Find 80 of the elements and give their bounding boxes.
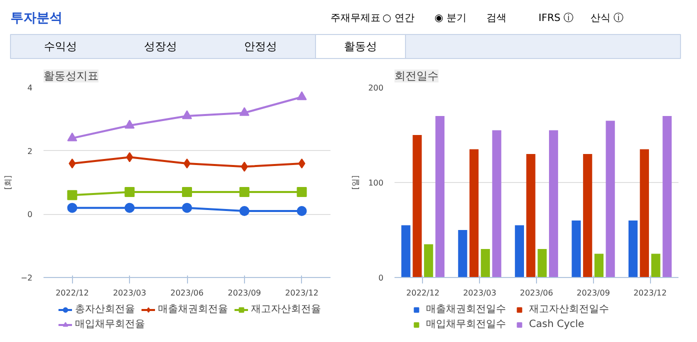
bar bbox=[526, 154, 536, 278]
text: 성장성 bbox=[144, 40, 177, 53]
bar bbox=[514, 225, 524, 278]
point bbox=[239, 187, 250, 197]
text: 투자분석 bbox=[10, 11, 62, 26]
point bbox=[68, 158, 76, 168]
legend-label: 매출채권회전율 bbox=[158, 303, 228, 316]
text: 활동성 bbox=[344, 40, 377, 53]
text: 수익성 bbox=[44, 40, 77, 53]
y-axis-title: [일] bbox=[351, 175, 360, 190]
x-tick-label: 2023/09 bbox=[576, 288, 610, 298]
bar bbox=[412, 135, 422, 278]
x-tick-label: 2023/03 bbox=[463, 288, 496, 298]
point bbox=[182, 202, 192, 213]
bar bbox=[572, 220, 581, 278]
point bbox=[296, 91, 307, 100]
point bbox=[182, 187, 192, 197]
y-tick-label: −2 bbox=[20, 274, 33, 282]
x-tick-label: 2023/12 bbox=[633, 288, 667, 298]
bar bbox=[401, 225, 410, 278]
bar bbox=[458, 230, 468, 278]
bar bbox=[480, 249, 490, 278]
point bbox=[296, 187, 307, 197]
legend-label: 재고자산회전율 bbox=[251, 303, 321, 316]
bar bbox=[640, 149, 649, 278]
y-tick-label: 4 bbox=[27, 84, 33, 92]
bar bbox=[594, 254, 604, 278]
legend-label: 재고자산회전일수 bbox=[529, 303, 609, 316]
point bbox=[239, 107, 250, 116]
point bbox=[298, 158, 306, 168]
point bbox=[239, 206, 250, 216]
text: 주재무제표 bbox=[330, 13, 380, 24]
point bbox=[124, 120, 135, 129]
legend-label: 매출채권회전일수 bbox=[426, 303, 506, 316]
chart-title: 회전일수 bbox=[394, 70, 438, 82]
y-tick-label: 0 bbox=[27, 210, 33, 220]
bar bbox=[606, 120, 615, 278]
point bbox=[296, 206, 307, 216]
legend-label: Cash Cycle bbox=[529, 318, 584, 330]
text: 안정성 bbox=[244, 40, 277, 53]
legend-label: 총자산회전율 bbox=[75, 303, 135, 316]
bar bbox=[662, 116, 672, 278]
bar bbox=[628, 220, 638, 278]
y-tick-label: 200 bbox=[368, 84, 384, 92]
bar bbox=[651, 254, 660, 278]
text: IFRS ⓘ bbox=[538, 12, 574, 24]
bar bbox=[424, 244, 434, 278]
x-tick-label: 2023/12 bbox=[285, 288, 318, 298]
y-tick-label: 2 bbox=[27, 146, 33, 156]
x-tick-label: 2023/06 bbox=[170, 288, 204, 298]
x-tick-label: 2023/06 bbox=[520, 288, 554, 298]
point bbox=[182, 110, 192, 120]
point bbox=[126, 152, 134, 162]
bar bbox=[469, 149, 479, 278]
bar bbox=[492, 130, 502, 278]
y-axis-title: [회] bbox=[4, 175, 13, 190]
point bbox=[184, 158, 190, 168]
bar bbox=[548, 130, 558, 278]
x-tick-label: 2022/12 bbox=[406, 288, 440, 298]
y-tick-label: 0 bbox=[378, 274, 384, 282]
text: ○ 연간 bbox=[382, 13, 414, 24]
text: 산식 ⓘ bbox=[590, 12, 624, 24]
bar bbox=[583, 154, 592, 278]
y-tick-label: 100 bbox=[368, 178, 384, 188]
x-tick-label: 2022/12 bbox=[56, 288, 89, 298]
bar bbox=[435, 116, 444, 278]
x-tick-label: 2023/03 bbox=[112, 288, 146, 298]
point bbox=[240, 162, 248, 172]
legend-label: 매입채무회전일수 bbox=[426, 318, 506, 331]
point bbox=[67, 132, 78, 142]
point bbox=[124, 187, 135, 197]
chart-title: 활동성지표 bbox=[44, 70, 98, 82]
point bbox=[67, 190, 78, 200]
bar bbox=[538, 249, 547, 278]
legend-label: 매입채무회전율 bbox=[75, 318, 145, 331]
x-tick-label: 2023/09 bbox=[228, 288, 262, 298]
point bbox=[67, 202, 78, 213]
text: 검색 bbox=[486, 13, 506, 24]
point bbox=[124, 202, 135, 213]
text: ◉ 분기 bbox=[434, 13, 466, 24]
